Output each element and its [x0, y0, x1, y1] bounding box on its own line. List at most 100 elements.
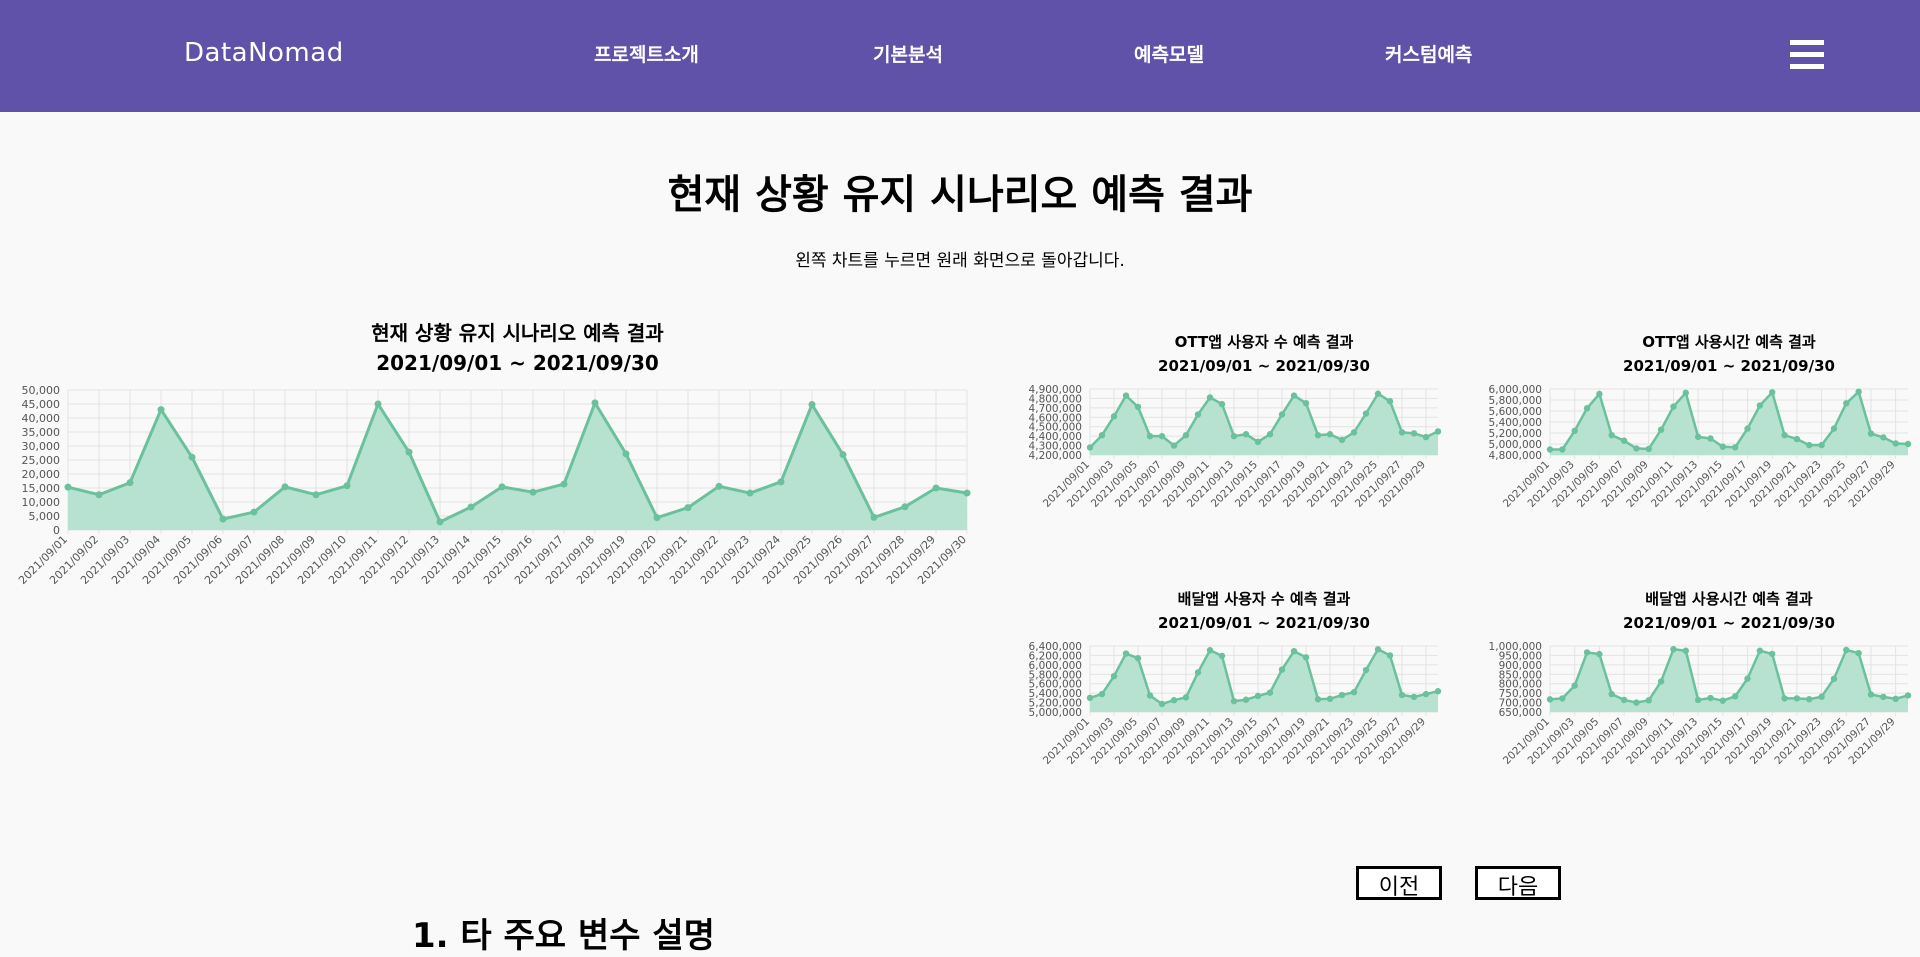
- data-point[interactable]: [1434, 428, 1442, 435]
- data-point[interactable]: [1843, 400, 1850, 407]
- data-point[interactable]: [1362, 410, 1370, 417]
- data-point[interactable]: [1670, 403, 1677, 410]
- data-point[interactable]: [746, 489, 754, 497]
- data-point[interactable]: [1350, 689, 1358, 696]
- data-point[interactable]: [1744, 425, 1751, 432]
- data-point[interactable]: [1880, 693, 1887, 701]
- data-point[interactable]: [1110, 413, 1118, 420]
- data-point[interactable]: [1694, 433, 1702, 441]
- data-point[interactable]: [312, 491, 320, 499]
- data-point[interactable]: [1266, 431, 1274, 438]
- data-point[interactable]: [1350, 429, 1358, 436]
- data-point[interactable]: [1546, 696, 1554, 703]
- data-point[interactable]: [1645, 697, 1652, 704]
- data-point[interactable]: [1278, 666, 1286, 673]
- data-point[interactable]: [1338, 436, 1346, 444]
- data-point[interactable]: [1170, 697, 1178, 704]
- data-point[interactable]: [1374, 390, 1382, 397]
- delivery-usage-time-chart[interactable]: 배달앱 사용시간 예측 결과 2021/09/01 ~ 2021/09/30 650…: [1470, 582, 1920, 844]
- data-point[interactable]: [1546, 446, 1554, 453]
- data-point[interactable]: [281, 483, 289, 491]
- data-point[interactable]: [1559, 446, 1566, 453]
- data-point[interactable]: [1230, 432, 1238, 440]
- data-point[interactable]: [1314, 432, 1322, 439]
- data-point[interactable]: [1645, 445, 1652, 453]
- data-point[interactable]: [1707, 435, 1714, 442]
- data-point[interactable]: [1230, 697, 1238, 705]
- data-point[interactable]: [1571, 682, 1578, 689]
- data-point[interactable]: [1571, 427, 1578, 434]
- data-point[interactable]: [250, 508, 258, 516]
- ott-users-chart[interactable]: OTT앱 사용자 수 예측 결과 2021/09/01 ~ 2021/09/30 4…: [1010, 325, 1450, 587]
- data-point[interactable]: [1326, 431, 1334, 438]
- data-point[interactable]: [1867, 430, 1875, 437]
- data-point[interactable]: [901, 503, 909, 511]
- hamburger-menu-icon[interactable]: [1790, 40, 1824, 70]
- data-point[interactable]: [1707, 694, 1714, 702]
- data-point[interactable]: [1583, 405, 1591, 412]
- main-forecast-chart[interactable]: 현재 상황 유지 시나리오 예측 결과 2021/09/01 ~ 2021/09/…: [0, 312, 985, 872]
- data-point[interactable]: [1302, 399, 1310, 407]
- data-point[interactable]: [1781, 432, 1788, 439]
- data-point[interactable]: [188, 453, 196, 461]
- data-point[interactable]: [1134, 655, 1142, 662]
- data-point[interactable]: [1620, 696, 1628, 704]
- data-point[interactable]: [1867, 691, 1875, 698]
- data-point[interactable]: [1818, 441, 1825, 449]
- data-point[interactable]: [1374, 646, 1382, 653]
- data-point[interactable]: [1694, 696, 1702, 704]
- data-point[interactable]: [1806, 695, 1813, 703]
- data-point[interactable]: [1830, 675, 1838, 683]
- data-point[interactable]: [560, 480, 568, 488]
- data-point[interactable]: [1146, 432, 1154, 440]
- data-point[interactable]: [343, 482, 351, 490]
- data-point[interactable]: [1182, 432, 1190, 439]
- data-point[interactable]: [1086, 444, 1094, 451]
- data-point[interactable]: [1731, 693, 1739, 700]
- data-point[interactable]: [1254, 438, 1262, 445]
- data-point[interactable]: [1398, 429, 1406, 436]
- data-point[interactable]: [1218, 652, 1226, 660]
- data-point[interactable]: [1793, 695, 1801, 702]
- data-point[interactable]: [1620, 437, 1628, 444]
- data-point[interactable]: [1830, 425, 1838, 432]
- data-point[interactable]: [1410, 430, 1418, 437]
- data-point[interactable]: [963, 489, 971, 497]
- data-point[interactable]: [1290, 647, 1298, 655]
- data-point[interactable]: [1682, 647, 1689, 654]
- data-point[interactable]: [467, 503, 475, 511]
- data-point[interactable]: [1892, 440, 1899, 447]
- data-point[interactable]: [219, 515, 227, 523]
- data-point[interactable]: [1098, 432, 1106, 439]
- ott-usage-time-chart[interactable]: OTT앱 사용시간 예측 결과 2021/09/01 ~ 2021/09/30 4,…: [1470, 325, 1920, 587]
- data-point[interactable]: [1242, 431, 1250, 438]
- data-point[interactable]: [1731, 444, 1739, 451]
- nav-item-custom-prediction[interactable]: 커스텀예측: [1385, 44, 1473, 66]
- next-button[interactable]: 다음: [1475, 866, 1561, 900]
- data-point[interactable]: [1386, 652, 1394, 659]
- data-point[interactable]: [1608, 690, 1615, 698]
- nav-item-project-intro[interactable]: 프로젝트소개: [594, 44, 699, 66]
- data-point[interactable]: [1904, 692, 1912, 699]
- data-point[interactable]: [1398, 691, 1406, 699]
- data-point[interactable]: [1608, 432, 1615, 439]
- data-point[interactable]: [1670, 646, 1677, 653]
- nav-item-prediction-model[interactable]: 예측모델: [1134, 44, 1204, 66]
- data-point[interactable]: [1843, 646, 1850, 654]
- data-point[interactable]: [653, 514, 661, 522]
- data-point[interactable]: [1302, 654, 1310, 661]
- data-point[interactable]: [1254, 692, 1262, 700]
- data-point[interactable]: [1122, 392, 1130, 399]
- data-point[interactable]: [777, 478, 785, 486]
- nav-item-basic-analysis[interactable]: 기본분석: [873, 44, 943, 66]
- data-point[interactable]: [1422, 433, 1430, 441]
- data-point[interactable]: [1657, 678, 1665, 685]
- data-point[interactable]: [1781, 695, 1788, 702]
- data-point[interactable]: [1892, 695, 1899, 702]
- data-point[interactable]: [1386, 398, 1394, 405]
- data-point[interactable]: [374, 400, 382, 408]
- data-point[interactable]: [1122, 650, 1130, 657]
- delivery-users-chart[interactable]: 배달앱 사용자 수 예측 결과 2021/09/01 ~ 2021/09/30 5,…: [1010, 582, 1450, 844]
- data-point[interactable]: [1110, 672, 1118, 680]
- data-point[interactable]: [1170, 442, 1178, 449]
